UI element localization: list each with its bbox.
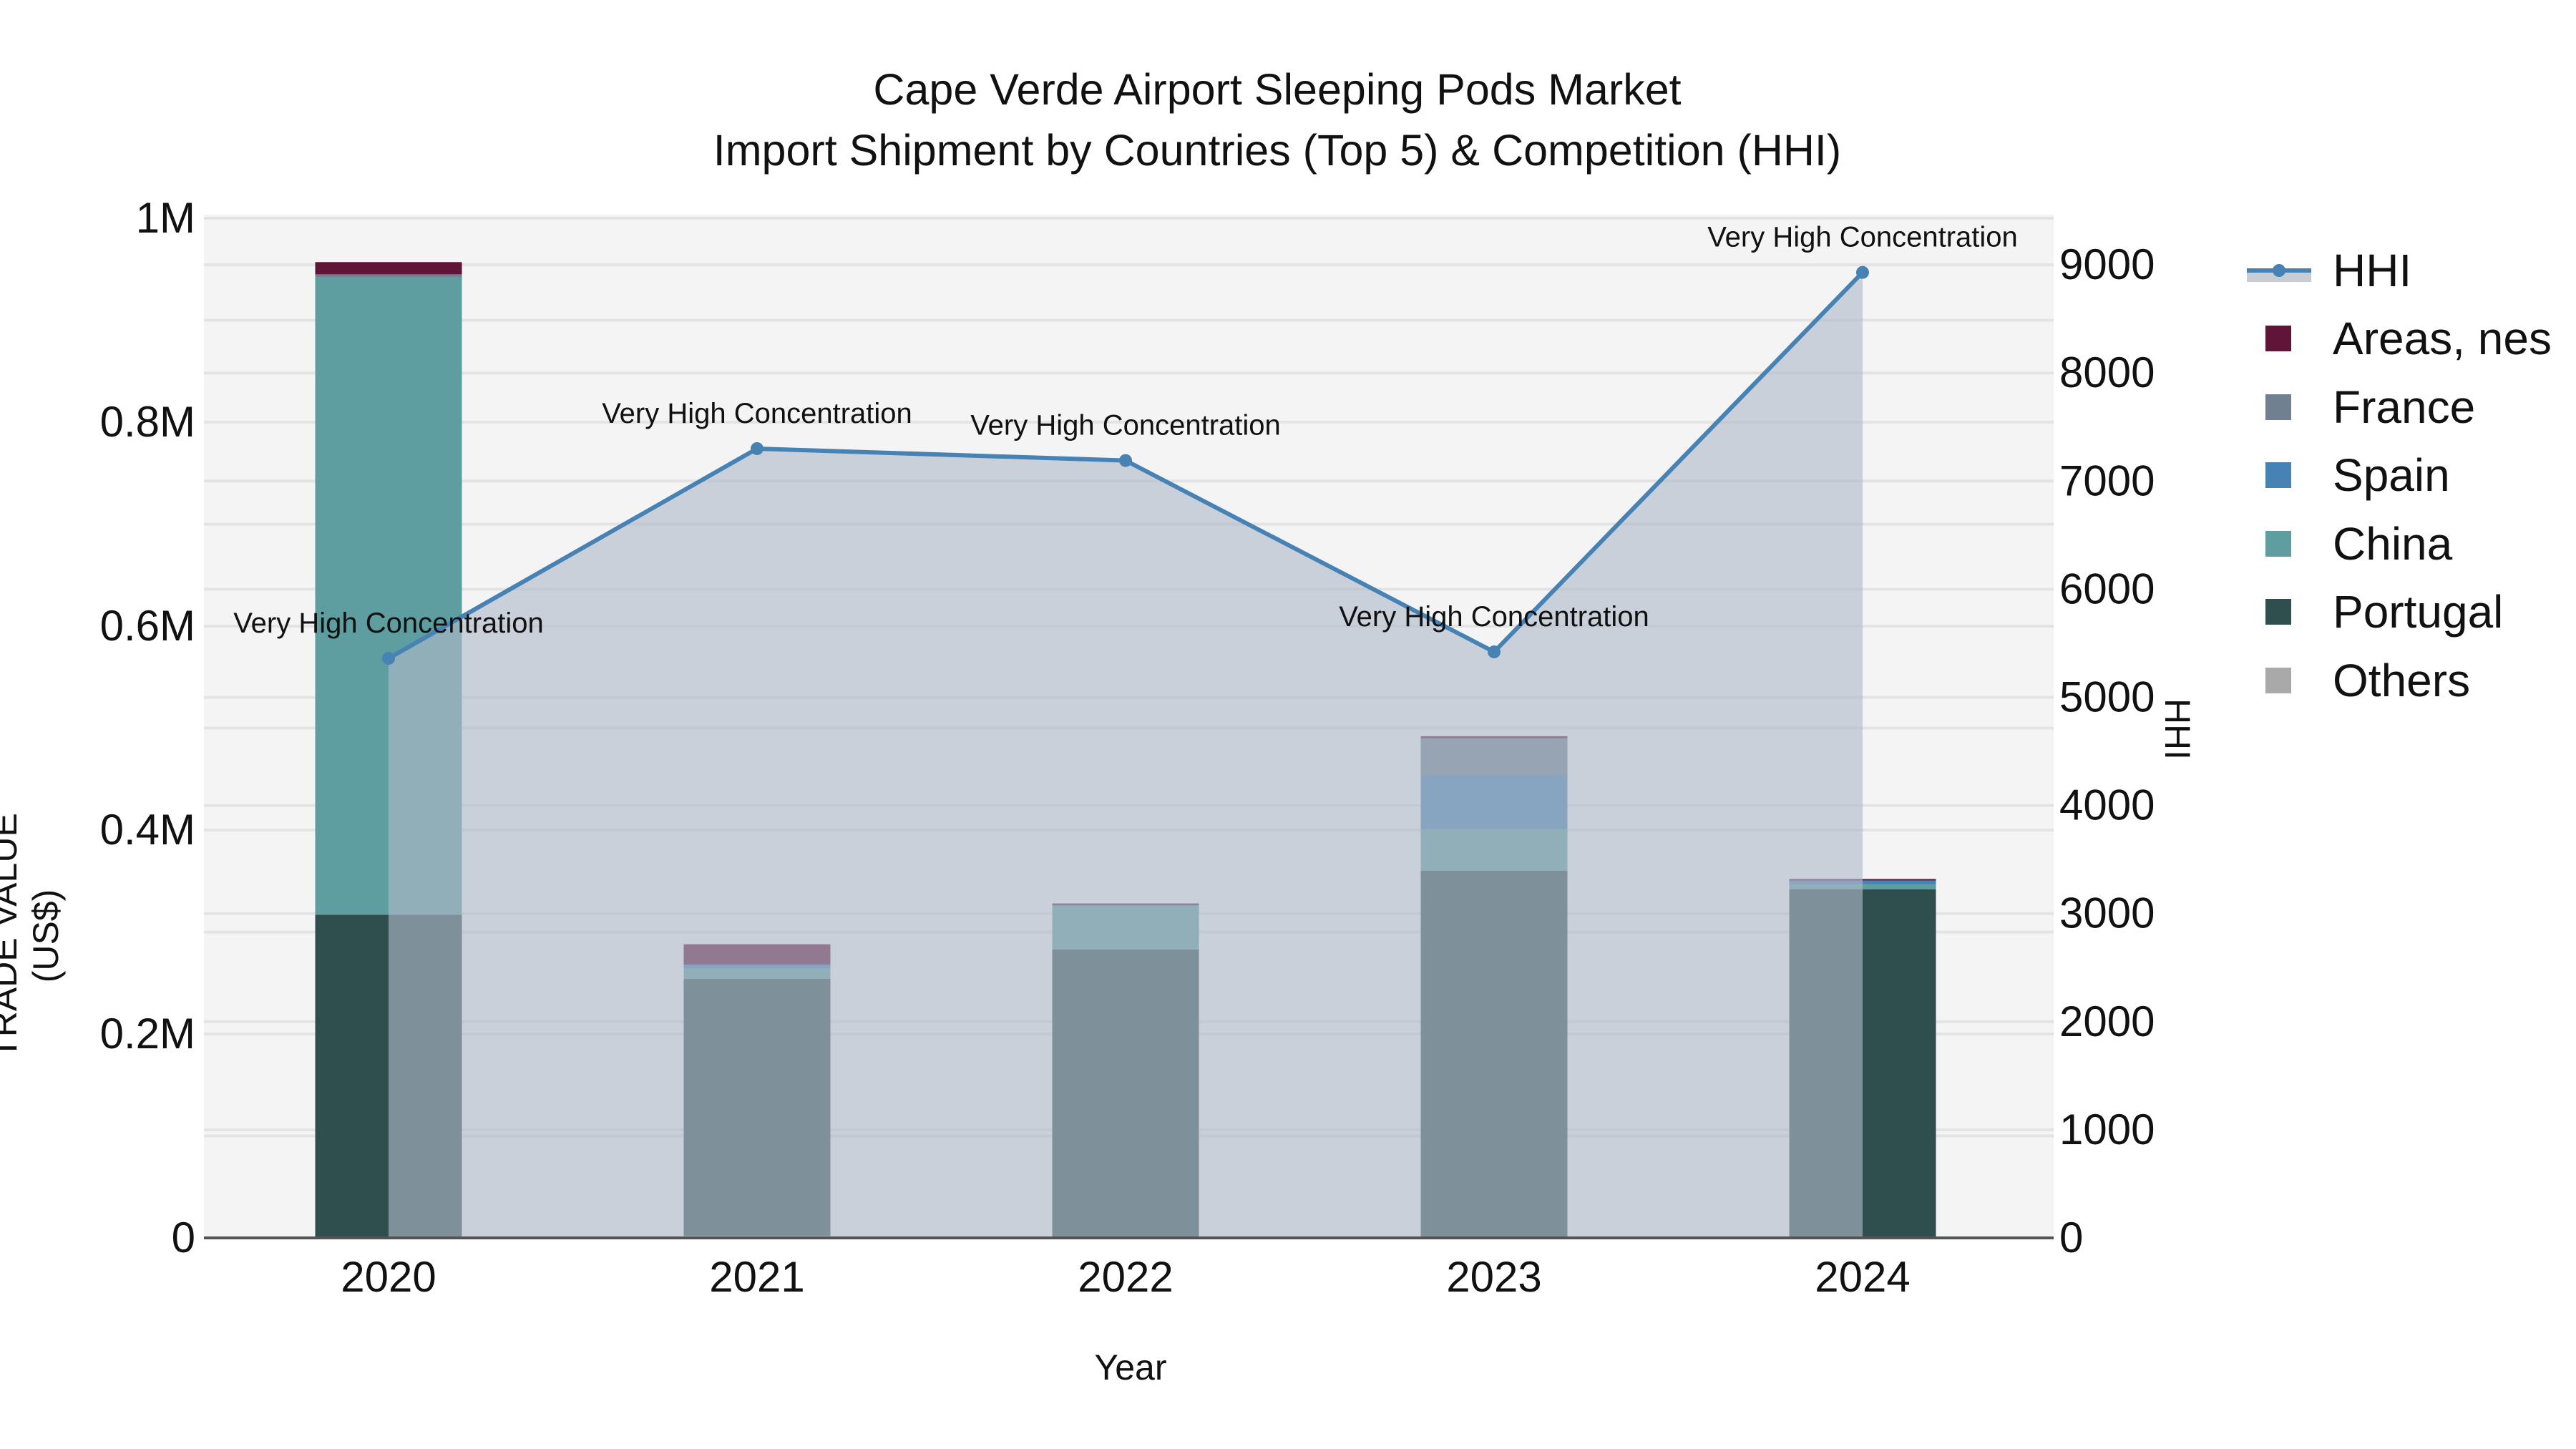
annotation-label: Very High Concentration (970, 410, 1281, 441)
y-left-tick-label: 0.8M (100, 398, 195, 446)
hhi-marker[interactable] (751, 441, 763, 455)
y-right-tick-label: 7000 (2059, 457, 2155, 504)
y-right-tick-label: 2000 (2059, 997, 2155, 1045)
y-axis-title-left: TRADE VALUE (US$) (0, 813, 66, 1059)
annotation-label: Very High Concentration (233, 608, 544, 639)
legend-label: Areas, nes (2333, 313, 2552, 365)
bar-segment-france[interactable] (315, 274, 462, 278)
y-right-tick-label: 3000 (2059, 889, 2155, 937)
legend: HHI Areas, nes France Spain China Portug… (2247, 236, 2552, 715)
square-swatch-icon (2265, 326, 2291, 352)
y-right-tick-label: 1000 (2059, 1106, 2155, 1153)
y-left-tick-label: 0 (172, 1214, 195, 1262)
square-swatch-icon (2265, 667, 2291, 693)
square-swatch-icon (2265, 530, 2291, 557)
legend-item-spain[interactable]: Spain (2247, 441, 2552, 510)
x-tick-label: 2024 (1815, 1253, 1910, 1301)
x-tick-label: 2021 (709, 1253, 804, 1301)
x-tick-label: 2022 (1078, 1253, 1173, 1301)
bar-segment-areas-nes[interactable] (315, 262, 462, 275)
hhi-marker[interactable] (382, 652, 395, 665)
legend-item-areas-nes[interactable]: Areas, nes (2247, 305, 2552, 374)
legend-item-france[interactable]: France (2247, 373, 2552, 441)
x-tick-label: 2023 (1446, 1253, 1541, 1301)
y-right-tick-label: 4000 (2059, 781, 2155, 829)
legend-label: Portugal (2333, 586, 2504, 638)
y-left-tick-label: 0.6M (100, 602, 195, 650)
hhi-marker[interactable] (1119, 454, 1132, 467)
annotation-label: Very High Concentration (1339, 601, 1649, 633)
legend-item-china[interactable]: China (2247, 509, 2552, 578)
y-right-tick-label: 9000 (2059, 240, 2155, 288)
x-axis-title: Year (1094, 1347, 1167, 1387)
y-left-tick-label: 0.2M (100, 1010, 195, 1058)
legend-item-hhi[interactable]: HHI (2247, 236, 2552, 305)
square-swatch-icon (2265, 394, 2291, 420)
y-right-tick-label: 8000 (2059, 348, 2155, 396)
legend-label: HHI (2333, 244, 2412, 296)
y-right-tick-label: 0 (2059, 1214, 2083, 1262)
legend-label: Spain (2333, 449, 2450, 502)
y-left-tick-label: 1M (136, 194, 195, 242)
legend-label: China (2333, 517, 2453, 570)
y-right-tick-label: 5000 (2059, 673, 2155, 721)
annotation-label: Very High Concentration (602, 398, 912, 429)
legend-item-others[interactable]: Others (2247, 646, 2552, 715)
hhi-marker[interactable] (1488, 645, 1501, 659)
chart-title-line-2: Import Shipment by Countries (Top 5) & C… (713, 126, 1842, 175)
square-swatch-icon (2265, 462, 2291, 489)
legend-item-portugal[interactable]: Portugal (2247, 578, 2552, 647)
x-tick-label: 2020 (341, 1253, 436, 1301)
hhi-area (389, 272, 1863, 1238)
line-marker-icon (2247, 256, 2311, 285)
y-left-tick-label: 0.4M (100, 806, 195, 854)
legend-label: France (2333, 381, 2476, 433)
y-axis-title-right: HHI (2157, 698, 2198, 761)
legend-label: Others (2333, 654, 2471, 706)
y-right-tick-label: 6000 (2059, 565, 2155, 613)
hhi-marker[interactable] (1856, 265, 1869, 279)
square-swatch-icon (2265, 599, 2291, 625)
chart-title-line-1: Cape Verde Airport Sleeping Pods Market (873, 65, 1682, 114)
annotation-label: Very High Concentration (1707, 222, 2018, 253)
